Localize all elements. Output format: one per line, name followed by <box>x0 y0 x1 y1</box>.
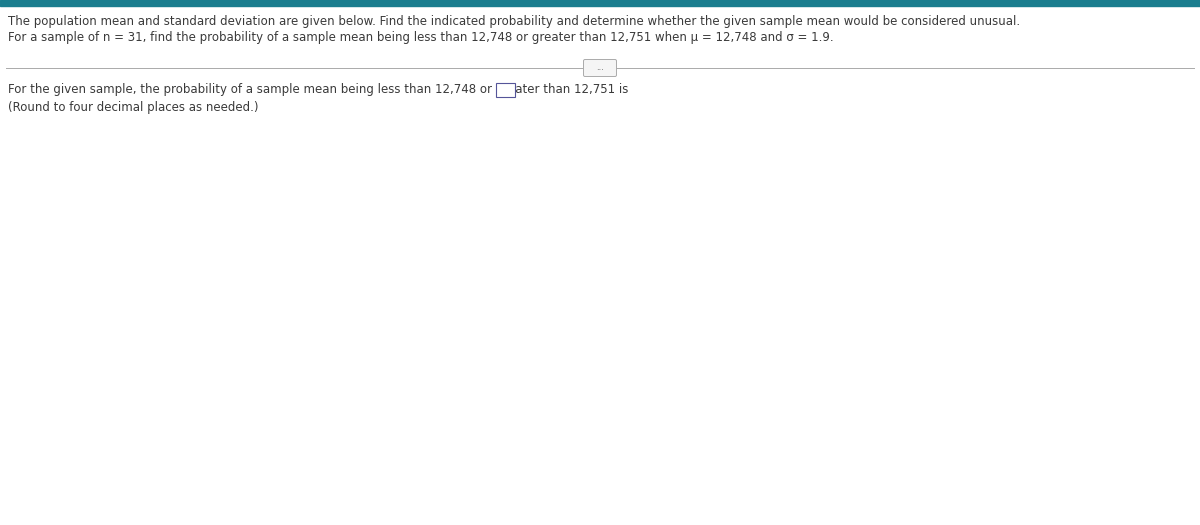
Text: For a sample of n = 31, find the probability of a sample mean being less than 12: For a sample of n = 31, find the probabi… <box>8 32 834 45</box>
Text: For the given sample, the probability of a sample mean being less than 12,748 or: For the given sample, the probability of… <box>8 83 632 97</box>
Bar <box>0 0 1200 6</box>
FancyBboxPatch shape <box>497 83 515 97</box>
Text: (Round to four decimal places as needed.): (Round to four decimal places as needed.… <box>8 100 258 113</box>
Text: ...: ... <box>596 64 604 72</box>
Text: The population mean and standard deviation are given below. Find the indicated p: The population mean and standard deviati… <box>8 16 1020 28</box>
FancyBboxPatch shape <box>583 59 617 77</box>
